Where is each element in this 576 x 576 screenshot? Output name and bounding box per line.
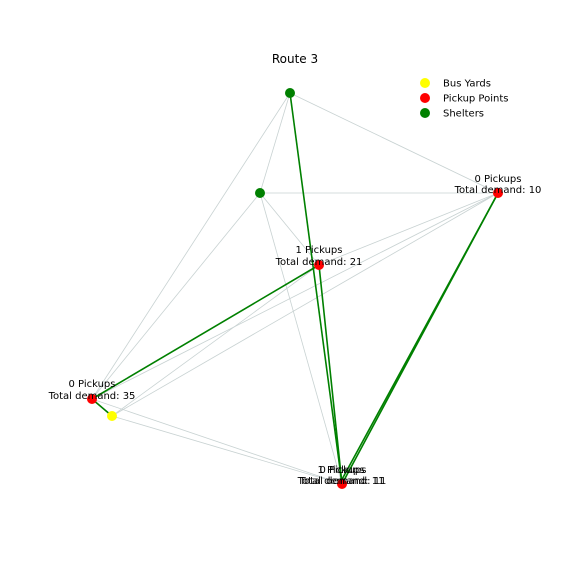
network-edges <box>91 92 499 485</box>
node-label-pickups: 1 Pickups <box>317 465 364 476</box>
pickup-node-bottom <box>337 479 347 489</box>
legend-label-bus-yards: Bus Yards <box>443 79 491 90</box>
route-edge <box>289 92 343 485</box>
diagram-title: Route 3 <box>272 52 318 66</box>
node-label-pickups: 0 Pickups <box>68 379 115 390</box>
edge <box>111 264 320 417</box>
legend-label-pickup-points: Pickup Points <box>443 94 508 105</box>
edge <box>91 192 499 400</box>
bus-yard-node <box>107 411 117 421</box>
edge <box>91 192 261 400</box>
node-label-pickups: 1 Pickups <box>295 245 342 256</box>
node-labels: 0 Pickups Total demand: 10 1 Pickups Tot… <box>48 174 542 487</box>
node-label-demand: Total demand: 11 <box>299 476 387 487</box>
shelter-node-middle <box>255 188 265 198</box>
edge <box>259 192 320 266</box>
pickup-node-center <box>314 260 324 270</box>
node-label-demand: Total demand: 21 <box>275 257 363 268</box>
edge <box>259 92 291 194</box>
edge <box>91 398 343 485</box>
node-label-pickups: 0 Pickups <box>474 174 521 185</box>
legend: Bus Yards Pickup Points Shelters <box>420 78 508 120</box>
legend-label-shelters: Shelters <box>443 109 484 120</box>
route-edge <box>318 264 343 485</box>
edge <box>111 415 343 485</box>
pickup-node-right <box>493 188 503 198</box>
route-edge <box>91 264 320 400</box>
nodes <box>87 88 503 489</box>
legend-marker-bus-yards <box>420 78 430 88</box>
edge <box>91 92 291 400</box>
route-edges <box>91 92 499 485</box>
edge <box>259 192 343 485</box>
node-label-demand: Total demand: 11 <box>297 476 385 487</box>
node-label-pickups: 0 Pickups <box>319 465 366 476</box>
shelter-node-top <box>285 88 295 98</box>
legend-marker-shelters <box>420 108 430 118</box>
pickup-node-left <box>87 394 97 404</box>
legend-marker-pickup-points <box>420 93 430 103</box>
node-label-demand: Total demand: 10 <box>454 185 542 196</box>
edge <box>111 192 499 417</box>
route-edge <box>339 194 498 484</box>
edge <box>318 192 499 266</box>
edge <box>289 92 499 194</box>
node-label-demand: Total demand: 35 <box>48 391 136 402</box>
